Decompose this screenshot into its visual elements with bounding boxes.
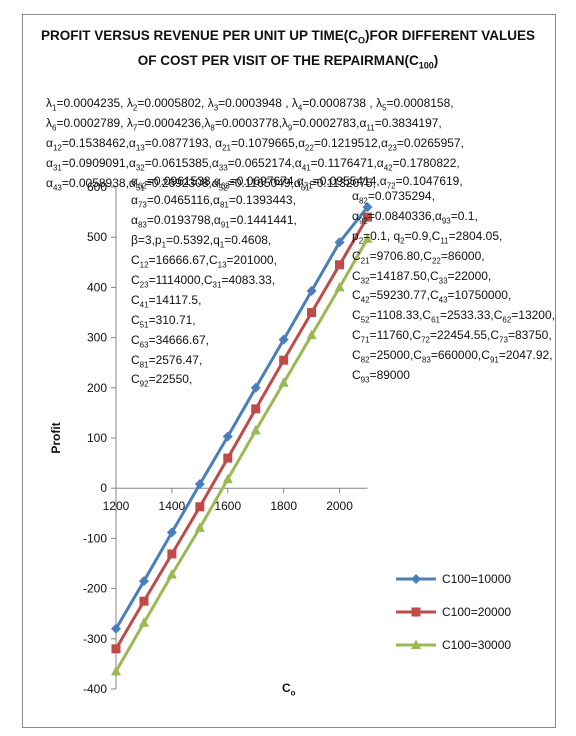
data-point bbox=[279, 355, 289, 365]
data-point bbox=[251, 404, 261, 414]
data-point bbox=[139, 596, 149, 606]
data-point bbox=[362, 233, 373, 243]
y-tick-label: 100 bbox=[87, 431, 107, 445]
chart-frame bbox=[22, 14, 556, 728]
data-point bbox=[250, 382, 261, 393]
x-tick-label: 2000 bbox=[326, 499, 353, 513]
y-tick-label: 400 bbox=[87, 280, 107, 294]
parameter-line: C92=22550, bbox=[131, 372, 193, 389]
legend-marker bbox=[411, 639, 421, 649]
data-point bbox=[138, 576, 149, 587]
parameter-line: α12=0.1538462,α13=0.0877193, α21=0.10796… bbox=[46, 135, 464, 153]
data-point bbox=[223, 453, 233, 463]
data-point bbox=[222, 431, 233, 442]
parameter-line: α83=0.0193798,α91=0.1441441, bbox=[131, 213, 297, 230]
y-axis-label: Profit bbox=[49, 422, 63, 453]
chart-title: PROFIT VERSUS REVENUE PER UNIT UP TIME(C… bbox=[40, 28, 536, 71]
parameter-line: β=3,p1=0.5392,q1=0.4608, bbox=[131, 233, 272, 250]
series-1 bbox=[111, 202, 373, 634]
data-point bbox=[138, 617, 149, 627]
y-tick-label: -300 bbox=[83, 632, 107, 646]
data-point bbox=[307, 308, 317, 317]
x-tick-label: 1200 bbox=[103, 499, 130, 513]
parameter-line: C93=89000 bbox=[352, 368, 410, 385]
parameter-line: C32=14187.50,C33=22000, bbox=[352, 268, 492, 285]
data-point bbox=[195, 502, 205, 512]
data-point bbox=[111, 623, 121, 634]
data-point bbox=[334, 237, 345, 248]
data-point bbox=[194, 522, 205, 532]
parameter-line: λ1=0.0004235, λ2=0.0005802, λ3=0.0003948… bbox=[46, 96, 454, 113]
y-tick-label: 200 bbox=[87, 381, 107, 395]
series-line bbox=[114, 216, 369, 650]
data-point bbox=[166, 527, 177, 538]
parameter-line bbox=[352, 174, 555, 190]
parameter-line: C41=14117.5, bbox=[131, 292, 202, 310]
parameter-line: C23=1114000,C31=4083.33, bbox=[131, 272, 276, 290]
data-point bbox=[111, 665, 121, 676]
parameter-list-left: α62=0.0961538,α63=0.0697674,α71=0.095541… bbox=[131, 174, 463, 393]
parameter-line: C81=2576.47, bbox=[131, 352, 203, 369]
parameter-line: α31=0.0909091,α32=0.0615385,α33=0.065217… bbox=[46, 155, 460, 173]
x-tick-label: 1400 bbox=[159, 499, 186, 513]
parameter-line: C21=9706.80,C22=86000, bbox=[352, 248, 485, 266]
series-3 bbox=[111, 233, 373, 676]
data-point bbox=[334, 281, 345, 292]
data-point bbox=[278, 377, 289, 387]
x-tick-label: 1800 bbox=[270, 499, 297, 513]
data-point bbox=[306, 285, 317, 296]
y-tick-label: 600 bbox=[87, 180, 107, 194]
data-point bbox=[166, 569, 177, 579]
legend-marker bbox=[411, 574, 421, 584]
parameter-line: λ6=0.0002789, λ7=0.0004236,λ8=0.0003778,… bbox=[46, 115, 442, 133]
data-point bbox=[194, 479, 205, 490]
chart-axes: 600 500 400 300 200 100 0 -100 -200 -300 -400 1200 1… bbox=[49, 180, 368, 696]
y-tick-label: -400 bbox=[83, 682, 107, 696]
series-layer bbox=[111, 202, 373, 676]
parameter-line: C42=59230.77,C43=10750000, bbox=[352, 288, 512, 305]
data-point bbox=[363, 212, 372, 222]
data-point bbox=[111, 644, 121, 654]
parameter-line: C12=16666.67,C13=201000, bbox=[131, 253, 277, 270]
series-2 bbox=[111, 212, 372, 654]
parameter-line: C63=34666.67, bbox=[131, 332, 209, 350]
parameter-list-right: α82=0.0735294, α92=0.0840336,α93=0.1, p2=0… bbox=[352, 174, 555, 388]
y-tick-label: -100 bbox=[83, 531, 107, 545]
data-point bbox=[278, 334, 289, 345]
legend-label: C100=10000 bbox=[442, 572, 511, 586]
series-line bbox=[114, 237, 369, 673]
series-line bbox=[114, 206, 369, 630]
parameter-line: α82=0.0735294, bbox=[352, 189, 435, 206]
x-axis-label: Co bbox=[282, 681, 296, 698]
data-point bbox=[250, 424, 261, 435]
legend-label: C100=30000 bbox=[442, 638, 511, 652]
parameter-line: C82=25000,C83=660000,C91=2047.92, bbox=[352, 348, 553, 365]
parameter-line: C51=310.71, bbox=[131, 312, 196, 330]
data-point bbox=[306, 329, 317, 340]
parameter-line: p2=0.1, q2=0.9,C11=2804.05, bbox=[352, 228, 503, 246]
data-point bbox=[362, 202, 373, 213]
y-tick-label: 500 bbox=[87, 230, 107, 244]
legend-label: C100=20000 bbox=[442, 605, 511, 619]
parameter-line: α73=0.0465116,α81=0.1393443, bbox=[131, 193, 296, 210]
parameter-line: C71=11760,C72=22454.55,C73=83750, bbox=[352, 328, 552, 345]
parameter-list-top: λ1=0.0004235, λ2=0.0005802, λ3=0.0003948… bbox=[46, 96, 464, 195]
parameter-line: α43=0.0058938,α51=0.2692308,α52=0.116504… bbox=[46, 175, 376, 192]
chart-legend: C100=10000 C100=20000 C100=30000 bbox=[396, 572, 511, 652]
y-tick-label: 300 bbox=[87, 331, 107, 345]
data-point bbox=[222, 473, 233, 484]
parameter-line: α92=0.0840336,α93=0.1, bbox=[352, 208, 478, 226]
y-tick-label: 0 bbox=[100, 481, 107, 495]
legend-marker bbox=[411, 607, 421, 617]
x-tick-label: 1600 bbox=[214, 499, 241, 513]
data-point bbox=[167, 549, 177, 559]
y-tick-label: -200 bbox=[83, 582, 107, 596]
data-point bbox=[335, 260, 345, 270]
parameter-line: α62=0.0961538,α63=0.0697674,α71=0.095541… bbox=[131, 173, 463, 190]
parameter-line: C52=1108.33,C61=2533.33,C62=13200, bbox=[352, 308, 555, 325]
